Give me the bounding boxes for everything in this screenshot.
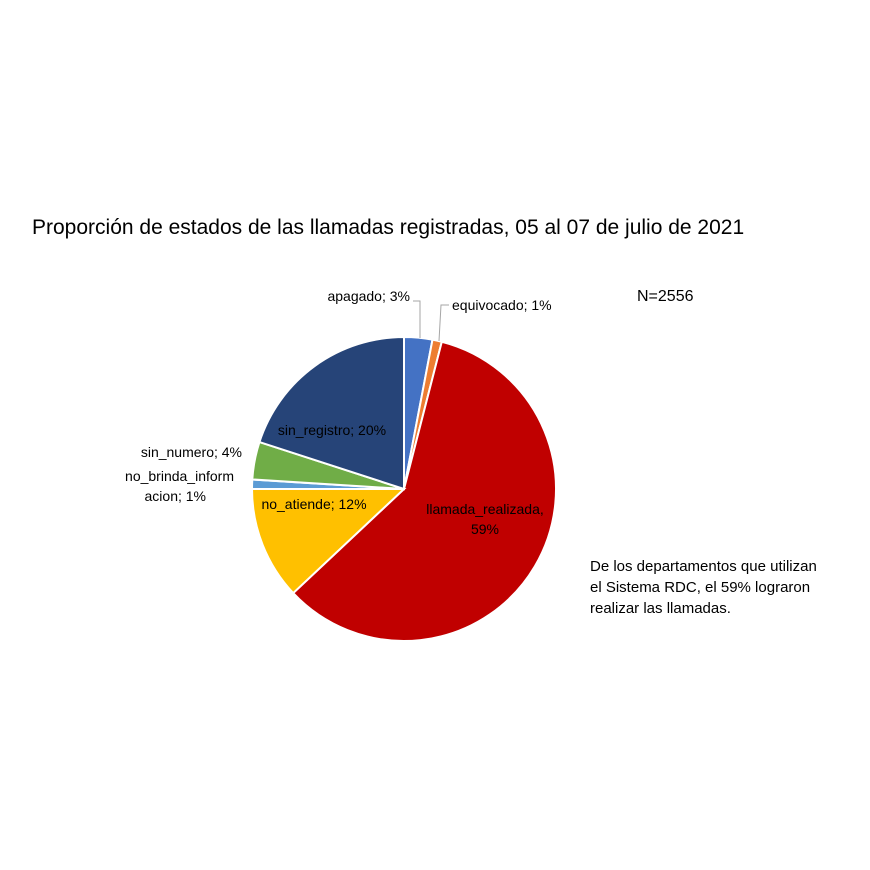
- data-label-no-brinda-informacion: no_brinda_inform acion; 1%: [125, 468, 234, 504]
- data-label-line: sin_numero; 4%: [141, 444, 242, 460]
- data-label-line: no_brinda_inform: [125, 468, 234, 484]
- data-label-line: apagado; 3%: [327, 288, 410, 304]
- chart-note-line: realizar las llamadas.: [590, 600, 731, 617]
- pie-slices: [250, 335, 557, 642]
- leader-lines: [413, 300, 449, 342]
- sample-size-label: N=2556: [637, 288, 694, 305]
- data-label-llamada-realizada: llamada_realizada, 59%: [426, 501, 544, 537]
- data-label-line: 59%: [471, 521, 499, 537]
- pie-slice-no-atiende: [250, 488, 407, 595]
- pie-slice-llamada-realizada: [291, 340, 557, 642]
- data-label-line: sin_registro; 20%: [278, 422, 386, 438]
- pie-slice-sin-registro: [258, 335, 405, 491]
- data-label-no-atiende: no_atiende; 12%: [261, 496, 366, 512]
- data-label-line: equivocado; 1%: [452, 297, 552, 313]
- chart-note: De los departamentos que utilizan el Sis…: [590, 556, 860, 619]
- chart-title: Proporción de estados de las llamadas re…: [32, 216, 745, 239]
- data-label-equivocado: equivocado; 1%: [452, 297, 552, 313]
- data-label-line: acion; 1%: [145, 488, 206, 504]
- data-label-line: no_atiende; 12%: [261, 496, 366, 512]
- slice-labels: apagado; 3% equivocado; 1% llamada_realiza…: [125, 288, 552, 537]
- chart-note-line: De los departamentos que utilizan: [590, 558, 817, 575]
- data-label-sin-registro: sin_registro; 20%: [278, 422, 386, 438]
- data-label-line: llamada_realizada,: [426, 501, 544, 517]
- chart-note-line: el Sistema RDC, el 59% lograron: [590, 579, 811, 596]
- leader-line-apagado: [413, 300, 421, 338]
- leader-line-equivocado: [438, 304, 449, 342]
- data-label-sin-numero: sin_numero; 4%: [141, 444, 242, 460]
- data-label-apagado: apagado; 3%: [327, 288, 410, 304]
